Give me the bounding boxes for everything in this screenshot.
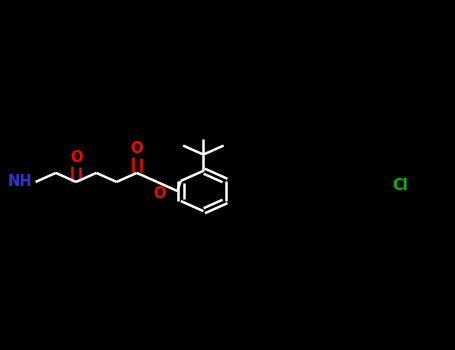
Text: O: O <box>70 150 82 164</box>
Text: O: O <box>131 141 143 156</box>
Text: O: O <box>153 186 166 201</box>
Text: NH: NH <box>7 174 32 189</box>
Text: Cl: Cl <box>392 178 408 193</box>
